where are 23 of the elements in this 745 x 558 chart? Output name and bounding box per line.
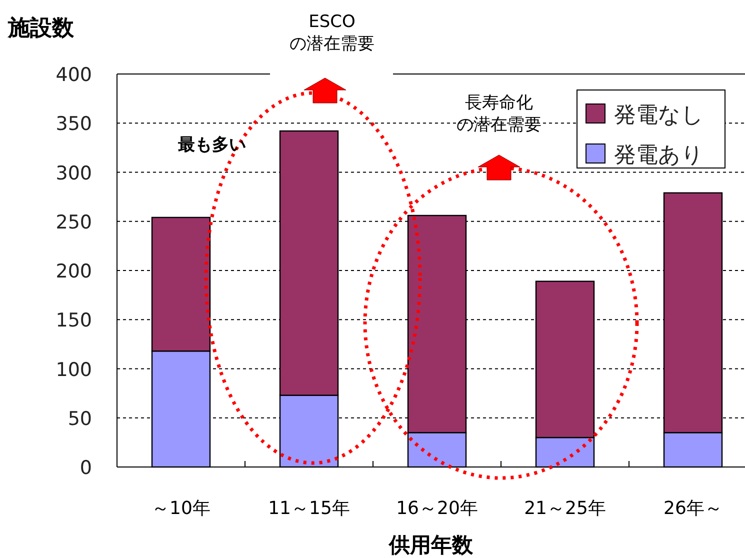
y-tick-label: 150: [56, 310, 92, 332]
y-tick-label: 200: [56, 260, 92, 282]
y-tick-label: 400: [56, 64, 92, 86]
x-tick-label: 11～15年: [268, 498, 350, 519]
y-tick-label: 300: [56, 162, 92, 184]
y-tick-label: 0: [80, 457, 92, 479]
x-tick-label: ～10年: [152, 498, 210, 519]
y-tick-label: 50: [68, 408, 92, 430]
legend-label: 発電なし: [614, 103, 704, 128]
x-axis-title: 供用年数: [388, 533, 474, 557]
x-tick-label: 21～25年: [524, 498, 606, 519]
y-tick-label: 100: [56, 358, 92, 381]
text: の潜在需要: [290, 34, 374, 54]
annotation: 最も多い: [177, 135, 246, 155]
y-tick-label: 350: [56, 113, 92, 136]
legend-label: 発電あり: [614, 143, 704, 168]
y-tick-label: 250: [56, 211, 92, 234]
annotation: 長寿命化: [465, 93, 533, 113]
text: ESCO: [308, 12, 356, 32]
annotation: の潜在需要: [456, 115, 542, 135]
x-tick-label: 26年～: [664, 498, 722, 519]
x-tick-label: 16～20年: [396, 498, 478, 519]
y-axis-title: 施設数: [7, 16, 75, 41]
